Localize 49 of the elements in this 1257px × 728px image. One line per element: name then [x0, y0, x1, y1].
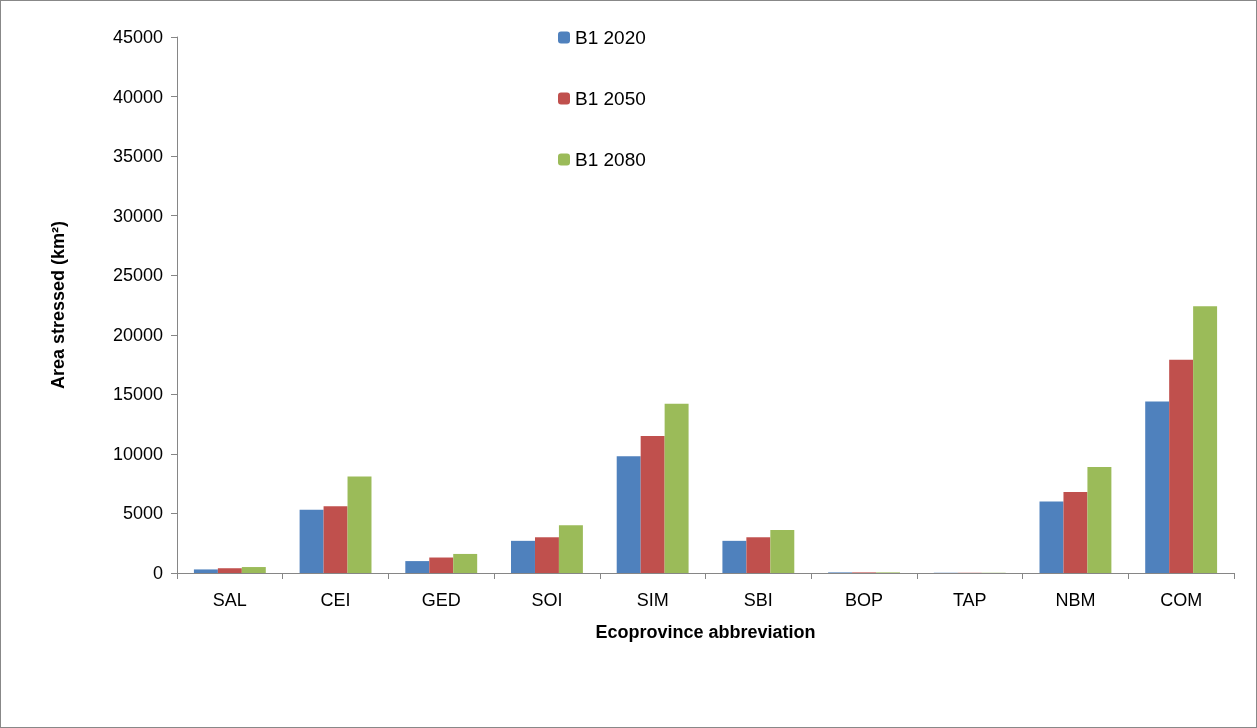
y-tick-label: 35000	[112, 146, 163, 167]
y-tick-label: 0	[152, 563, 163, 583]
bar	[241, 567, 266, 573]
x-tick-label: SOI	[531, 590, 563, 610]
bar	[616, 456, 641, 573]
x-tick-label: TAP	[952, 590, 987, 610]
bar	[1193, 306, 1218, 573]
x-tick-label: GED	[421, 590, 461, 610]
x-tick-label: CEI	[320, 590, 351, 610]
y-tick-label: 10000	[112, 443, 163, 464]
y-tick-label: 40000	[112, 86, 163, 107]
bar	[770, 530, 795, 573]
y-tick-label: 15000	[112, 384, 163, 405]
y-tick-label: 25000	[112, 265, 163, 286]
x-tick-label: SBI	[743, 590, 773, 610]
x-tick-label: COM	[1160, 590, 1203, 610]
y-tick-label: 5000	[122, 503, 163, 524]
bar	[640, 436, 665, 573]
legend-label: B1 2050	[575, 88, 646, 109]
x-tick-label: BOP	[845, 590, 884, 610]
y-tick-label: 45000	[112, 27, 163, 47]
x-tick-label: NBM	[1055, 590, 1096, 610]
bar	[347, 476, 372, 573]
y-axis-title: Area stressed (km²)	[48, 220, 68, 390]
bar	[1039, 501, 1064, 573]
bar	[1145, 401, 1170, 573]
bar	[453, 553, 478, 573]
bar	[323, 506, 348, 573]
bar	[511, 540, 535, 573]
x-axis-title: Ecoprovince abbreviation	[595, 622, 816, 642]
bar	[193, 569, 218, 573]
bar	[746, 537, 771, 573]
bar	[405, 561, 430, 573]
bar	[534, 537, 559, 573]
bar	[664, 403, 689, 573]
bar	[1063, 492, 1088, 573]
legend-label: B1 2080	[575, 149, 646, 170]
y-tick-label: 30000	[112, 205, 163, 226]
bar	[217, 568, 242, 573]
bar	[722, 540, 747, 573]
bar	[299, 509, 324, 573]
bar	[1169, 359, 1194, 573]
y-tick-label: 20000	[112, 324, 163, 345]
bar	[429, 557, 454, 573]
bar	[1087, 466, 1112, 573]
x-tick-label: SAL	[212, 590, 247, 610]
legend-label: B1 2020	[575, 27, 646, 48]
x-tick-label: SIM	[636, 590, 669, 610]
bar	[558, 525, 583, 573]
